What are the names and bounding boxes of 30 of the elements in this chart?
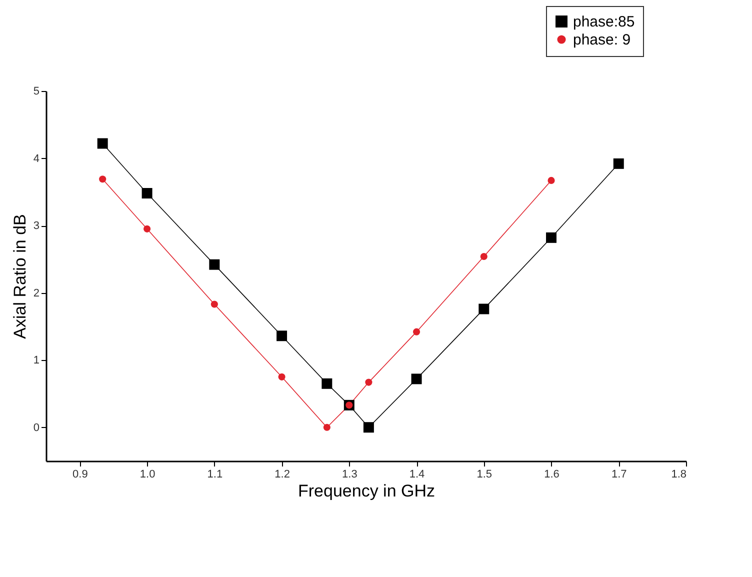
- point: [97, 138, 108, 149]
- x-tick-label: 1.2: [274, 468, 290, 480]
- point: [322, 378, 332, 389]
- point: [613, 158, 624, 169]
- y-tick-label: 0: [33, 422, 40, 434]
- point: [276, 330, 288, 342]
- x-tick-label: 1.6: [544, 468, 560, 480]
- y-axis-title: Axial Ratio in dB: [10, 214, 30, 339]
- x-axis-title: Frequency in GHz: [298, 482, 435, 500]
- x-tick-label: 1.8: [671, 468, 686, 480]
- point: [209, 259, 220, 270]
- x-tick-label: 1.4: [409, 468, 425, 480]
- y-tick-label: 5: [33, 86, 40, 98]
- legend-label: phase:85: [573, 14, 635, 30]
- x-tick-label: 1.0: [140, 468, 156, 480]
- x-tick-label: 1.5: [476, 468, 492, 480]
- y-tick-label: 1: [33, 354, 40, 367]
- point: [411, 374, 422, 384]
- point: [142, 188, 152, 198]
- y-tick-label: 3: [33, 220, 40, 232]
- point: [363, 422, 374, 433]
- x-tick-label: 1.7: [611, 468, 627, 480]
- x-tick-label: 0.9: [72, 468, 88, 480]
- legend-label: phase: 9: [573, 32, 631, 48]
- y-tick-label: 2: [33, 287, 40, 300]
- x-tick-label: 1.3: [342, 468, 358, 480]
- y-tick-label: 4: [33, 152, 40, 165]
- point: [478, 304, 490, 314]
- point: [546, 232, 557, 243]
- x-tick-label: 1.1: [207, 468, 223, 480]
